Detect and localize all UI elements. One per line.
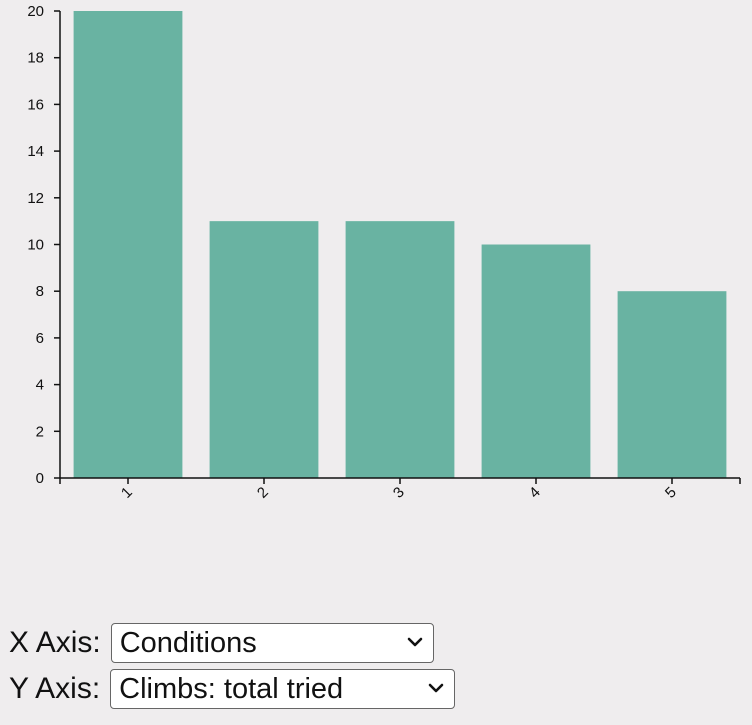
chevron-down-icon (407, 637, 423, 647)
y-axis-select[interactable]: Climbs: total tried (110, 669, 456, 709)
y-tick-label-12: 12 (27, 190, 44, 207)
x-tick-label-1: 1 (118, 484, 136, 502)
y-tick-label-20: 20 (27, 3, 44, 20)
y-axis-selected-value: Climbs: total tried (119, 672, 344, 705)
x-axis-select[interactable]: Conditions (110, 623, 434, 663)
bar-3 (345, 221, 455, 478)
bar-5 (617, 291, 727, 478)
x-axis-selected-value: Conditions (119, 626, 257, 659)
y-axis-label: Y Axis: (9, 672, 101, 705)
y-tick-label-16: 16 (27, 96, 44, 113)
x-tick-label-5: 5 (662, 484, 680, 502)
x-tick-label-3: 3 (390, 484, 408, 502)
bar-1 (73, 11, 183, 478)
y-tick-label-14: 14 (27, 143, 44, 160)
y-tick-label-2: 2 (36, 423, 44, 440)
y-tick-label-8: 8 (36, 283, 44, 300)
x-tick-label-4: 4 (526, 484, 544, 502)
x-tick-label-2: 2 (254, 484, 272, 502)
y-tick-label-10: 10 (27, 237, 44, 254)
y-tick-label-4: 4 (36, 377, 44, 394)
axis-controls: X Axis: Conditions Y Axis: Climbs: total… (9, 620, 749, 712)
y-tick-label-0: 0 (36, 470, 44, 487)
x-axis-label: X Axis: (9, 626, 101, 659)
y-tick-label-18: 18 (27, 50, 44, 67)
bar-2 (209, 221, 319, 478)
y-axis-control: Y Axis: Climbs: total tried (9, 666, 749, 712)
chevron-down-icon (428, 683, 444, 693)
x-axis-control: X Axis: Conditions (9, 620, 749, 666)
y-tick-label-6: 6 (36, 330, 44, 347)
bar-4 (481, 244, 591, 478)
